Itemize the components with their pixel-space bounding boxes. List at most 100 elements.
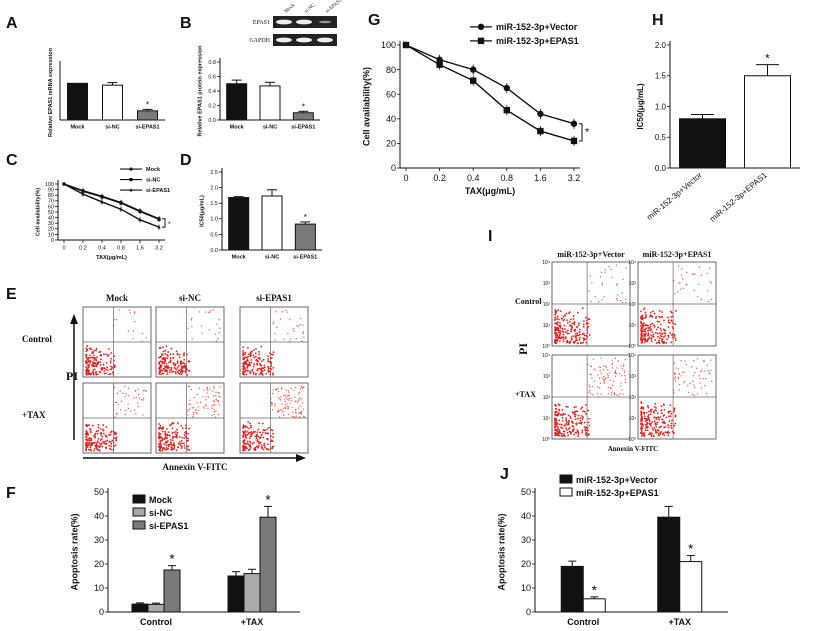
dot-i — [575, 405, 577, 408]
dot-e — [85, 350, 88, 353]
dot-e — [272, 389, 274, 391]
dot-e — [113, 355, 116, 358]
dot-e — [159, 440, 161, 443]
dot-e — [179, 371, 182, 373]
x-tick-label-B: Mock — [230, 125, 245, 131]
dot-e — [183, 434, 186, 436]
dot-i — [556, 326, 559, 329]
dot-e — [299, 396, 301, 399]
dot-e — [303, 416, 305, 418]
dot-e — [164, 359, 167, 362]
dot-i — [599, 276, 602, 278]
data-point-C — [138, 209, 142, 214]
dot-e — [298, 416, 301, 418]
flow-tick-label-i: 10³ — [543, 281, 551, 287]
dot-i — [695, 367, 698, 370]
panel-label-a: A — [6, 15, 18, 32]
dot-e — [269, 447, 272, 450]
dot-e — [206, 386, 209, 389]
dot-i — [640, 435, 643, 437]
dot-i — [659, 416, 662, 419]
dot-e — [242, 363, 245, 366]
flow-tick-label-i: 10³ — [629, 374, 637, 380]
data-point-G — [477, 37, 485, 45]
x-tick-label-F: +TAX — [241, 617, 264, 627]
dot-i — [554, 422, 557, 425]
dot-i — [648, 422, 651, 425]
dot-i — [565, 427, 567, 430]
legend-label-G: miR-152-3p+EPAS1 — [496, 36, 579, 46]
dot-i — [667, 326, 670, 329]
flow-col-label-e: si-NC — [179, 293, 201, 303]
y-axis-label-D: IC50(μg/mL) — [199, 195, 205, 227]
dot-e — [188, 369, 191, 372]
dot-i — [568, 332, 570, 335]
dot-i — [664, 426, 667, 428]
dot-e — [265, 372, 268, 375]
dot-i — [680, 274, 683, 276]
dot-e — [158, 446, 161, 449]
dot-i — [644, 423, 647, 426]
dot-e — [133, 312, 136, 314]
y-tick-label-J: 30 — [521, 535, 531, 545]
dot-e — [118, 309, 120, 311]
y-tick-label-C: 100 — [45, 182, 54, 188]
dot-i — [624, 298, 627, 301]
dot-e — [298, 399, 300, 402]
y-tick-label-C: 50 — [48, 210, 54, 216]
flow-tick-label-i: 10⁰ — [542, 344, 550, 350]
dot-i — [600, 372, 602, 374]
legend-label-G: miR-152-3p+Vector — [496, 22, 578, 32]
dot-e — [184, 424, 187, 427]
dot-e — [175, 433, 177, 436]
dot-i — [556, 432, 558, 435]
dot-i — [640, 336, 643, 339]
dot-e — [257, 445, 260, 447]
dot-i — [565, 418, 568, 421]
dot-i — [661, 340, 663, 343]
dot-i — [554, 313, 556, 316]
dot-i — [560, 432, 563, 435]
flow-row-label-i: +TAX — [515, 390, 536, 399]
dot-i — [667, 321, 670, 324]
dot-i — [558, 333, 561, 336]
dot-e — [195, 409, 197, 411]
dot-i — [677, 265, 680, 267]
dot-e — [261, 422, 264, 425]
dot-i — [656, 421, 659, 424]
dot-e — [190, 319, 193, 321]
dot-e — [272, 321, 275, 323]
dot-i — [710, 282, 713, 284]
flow-tick-label-i: 10⁰ — [542, 437, 550, 443]
dot-i — [679, 282, 681, 284]
dot-i — [670, 424, 673, 427]
dot-e — [303, 336, 305, 338]
dot-e — [86, 345, 89, 347]
dot-i — [610, 391, 613, 394]
x-tick-label-G: 0.2 — [433, 173, 446, 183]
dot-e — [215, 410, 217, 412]
dot-e — [181, 436, 183, 439]
dot-e — [250, 361, 253, 364]
dot-e — [171, 439, 174, 442]
y-tick-label-D: 1.5 — [210, 201, 218, 207]
dot-e — [254, 447, 257, 449]
dot-i — [660, 335, 663, 338]
dot-e — [213, 404, 216, 406]
dot-e — [159, 369, 162, 372]
dot-e — [85, 360, 88, 363]
dot-e — [174, 364, 177, 367]
dot-e — [290, 388, 292, 390]
dot-e — [169, 441, 172, 444]
dot-i — [588, 384, 591, 386]
y-tick-label-G: 40 — [386, 114, 396, 124]
dot-e — [293, 415, 295, 418]
dot-e — [89, 359, 92, 362]
dot-i — [711, 380, 713, 383]
flow-tick-label-i: 10¹ — [629, 323, 637, 329]
dot-i — [660, 329, 663, 332]
dot-e — [117, 403, 120, 406]
dot-e — [256, 434, 258, 437]
dot-e — [242, 449, 245, 452]
